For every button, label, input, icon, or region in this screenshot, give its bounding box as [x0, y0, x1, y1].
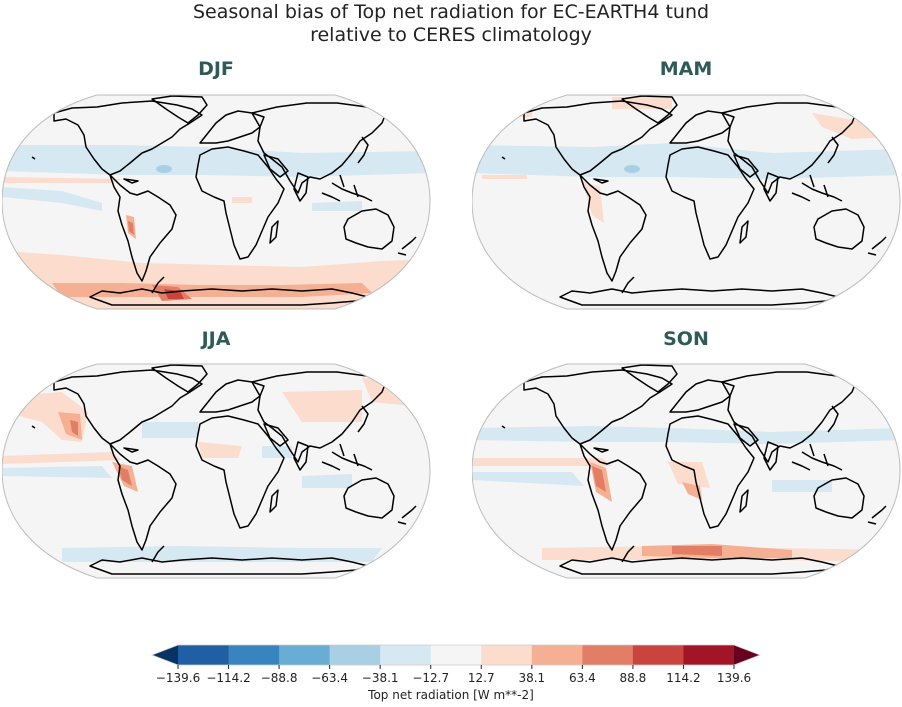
panel-title-mam: MAM [659, 58, 713, 80]
colorbar-tick-label: 38.1 [518, 671, 546, 685]
panel-title-djf: DJF [198, 58, 234, 80]
colorbar-tick-label: −88.8 [260, 671, 298, 685]
map-djf [2, 94, 431, 310]
colorbar-tick-label: −38.1 [361, 671, 399, 685]
colorbar-tick-label: −114.2 [206, 671, 251, 685]
panel-title-son: SON [663, 328, 709, 350]
colorbar-segments [150, 644, 762, 669]
colorbar-tick-label: −12.7 [412, 671, 450, 685]
colorbar-tick-label: 12.7 [467, 671, 495, 685]
colorbar-tick-label: −63.4 [311, 671, 349, 685]
map-jja [2, 363, 431, 579]
panel-title-jja: JJA [201, 328, 231, 350]
colorbar-tick-label: 114.2 [666, 671, 701, 685]
colorbar-label: Top net radiation [W m**-2] [368, 688, 534, 702]
figure-title-line2: relative to CERES climatology [310, 24, 592, 46]
figure-title-line1: Seasonal bias of Top net radiation for E… [192, 1, 710, 23]
colorbar-tick-label: 139.6 [716, 671, 752, 685]
colorbar-tick-label: 88.8 [619, 671, 647, 685]
map-son [472, 363, 901, 579]
colorbar-tick-label: −139.6 [155, 671, 201, 685]
colorbar-tick-label: 63.4 [569, 671, 596, 685]
map-mam [472, 94, 901, 310]
